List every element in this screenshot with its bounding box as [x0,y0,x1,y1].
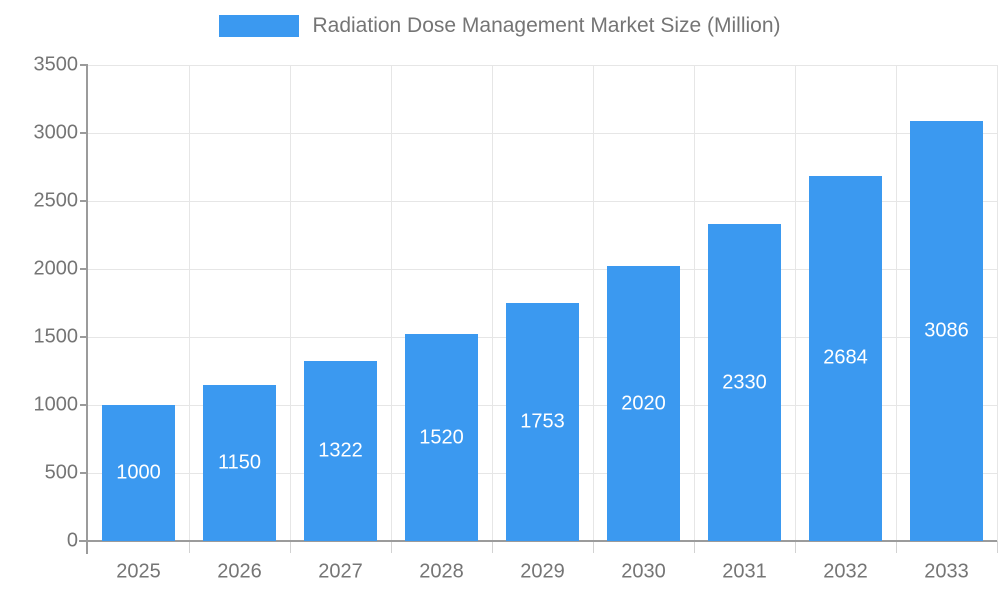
x-axis-tick [390,541,392,553]
y-axis-label: 3000 [33,121,79,144]
x-axis-label: 2026 [217,560,262,583]
x-axis-label: 2031 [722,560,767,583]
y-axis-tick [80,404,88,406]
x-axis-tick [289,541,291,553]
v-gridline [794,65,796,541]
h-gridline [88,268,997,270]
bar[interactable] [607,266,680,541]
legend[interactable]: Radiation Dose Management Market Size (M… [0,14,1000,38]
y-axis-tick [80,200,88,202]
x-axis-label: 2032 [823,560,868,583]
y-axis-line [86,65,88,554]
y-axis-tick [80,132,88,134]
y-axis-label: 500 [44,461,78,484]
bar[interactable] [910,121,983,541]
bar-value-label: 2684 [823,346,868,369]
y-axis-label: 1500 [33,325,79,348]
x-axis-label: 2030 [621,560,666,583]
y-axis-tick [80,64,88,66]
h-gridline [88,200,997,202]
bar[interactable] [708,224,781,541]
bar-value-label: 1150 [217,451,262,474]
bar[interactable] [203,384,276,541]
y-axis-label: 0 [66,529,78,552]
h-gridline [88,64,997,66]
v-gridline [491,65,493,541]
y-axis-label: 1000 [33,393,79,416]
bar-value-label: 1520 [419,426,464,449]
h-gridline [88,132,997,134]
x-axis-tick [794,541,796,553]
x-axis-label: 2033 [924,560,969,583]
bar[interactable] [405,334,478,541]
bar-value-label: 3086 [924,319,969,342]
bar-value-label: 1322 [318,439,363,462]
bar[interactable] [809,175,882,541]
v-gridline [390,65,392,541]
bar-value-label: 2330 [722,371,767,394]
x-axis-tick [996,541,998,553]
bar-value-label: 2020 [621,392,666,415]
bar-value-label: 1753 [520,410,565,433]
x-axis-tick [592,541,594,553]
v-gridline [592,65,594,541]
v-gridline [289,65,291,541]
v-gridline [895,65,897,541]
x-axis-label: 2027 [318,560,363,583]
v-gridline [996,65,998,541]
bar[interactable] [506,302,579,541]
x-axis-label: 2029 [520,560,565,583]
x-axis-label: 2028 [419,560,464,583]
bar[interactable] [102,405,175,541]
y-axis-tick [80,268,88,270]
legend-label: Radiation Dose Management Market Size (M… [312,14,781,37]
x-axis-label: 2025 [116,560,161,583]
y-axis-label: 2000 [33,257,79,280]
y-axis-label: 3500 [33,53,79,76]
bar-value-label: 1000 [116,461,161,484]
y-axis-label: 2500 [33,189,79,212]
y-axis-tick [80,336,88,338]
y-axis-tick [80,472,88,474]
x-axis-line [79,540,997,542]
x-axis-tick [491,541,493,553]
legend-swatch [219,15,300,37]
x-axis-tick [188,541,190,553]
x-axis-tick [693,541,695,553]
x-axis-tick [895,541,897,553]
bar[interactable] [304,361,377,541]
v-gridline [693,65,695,541]
v-gridline [188,65,190,541]
